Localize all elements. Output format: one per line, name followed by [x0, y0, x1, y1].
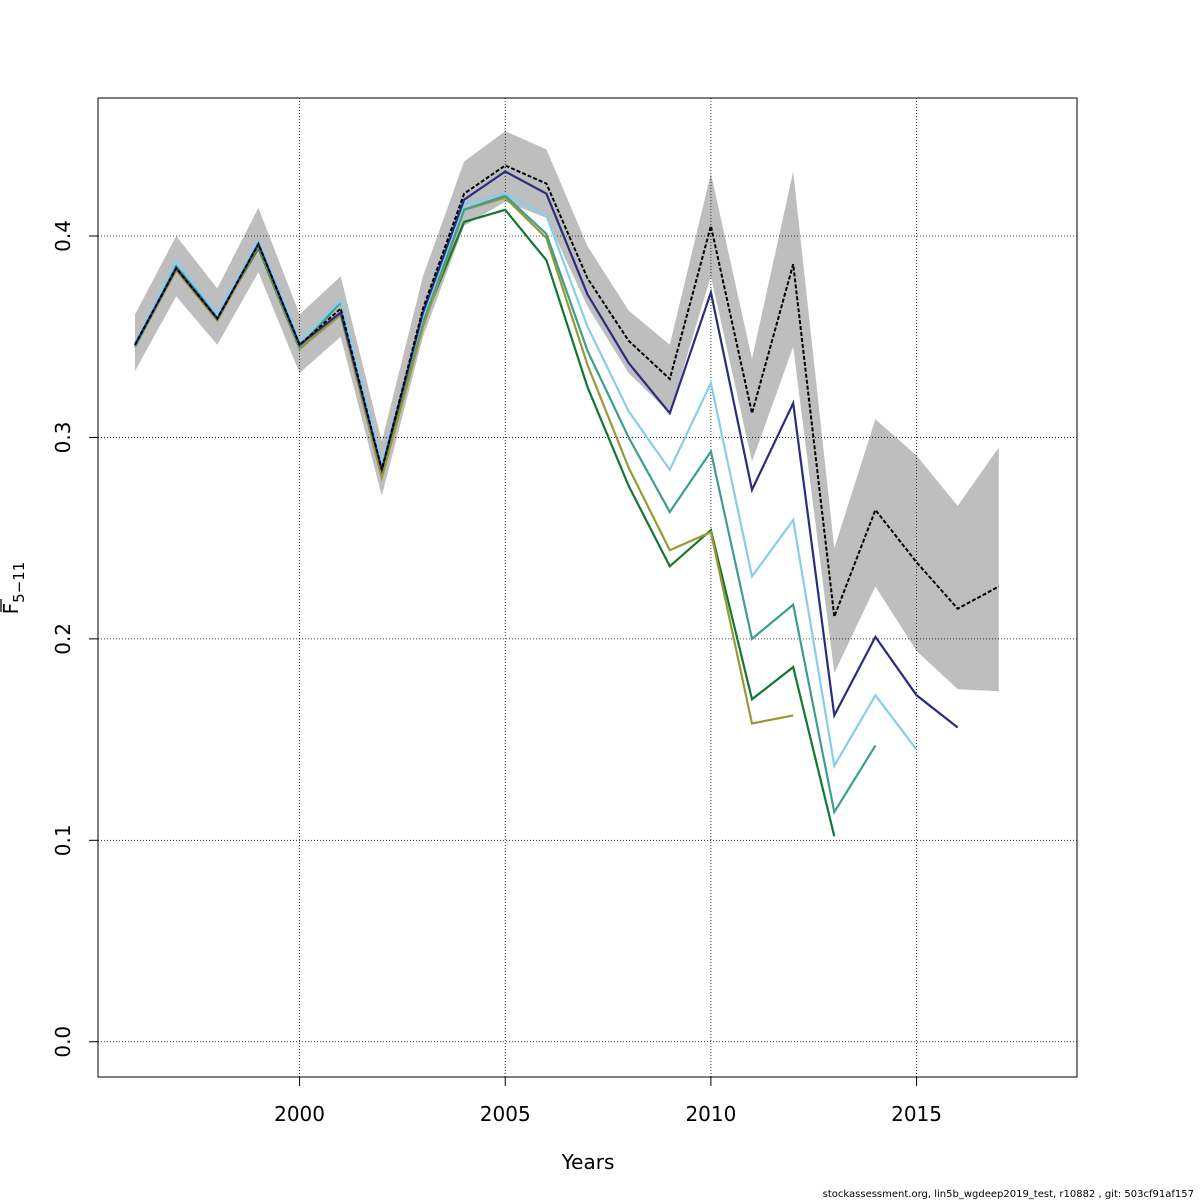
series-line: [134, 164, 1000, 618]
x-axis-title: Years: [561, 1150, 615, 1174]
confidence-band: [135, 131, 999, 692]
y-tick-label: 0.3: [51, 422, 75, 454]
x-tick-label: 2005: [480, 1102, 531, 1126]
x-tick-label: 2010: [685, 1102, 736, 1126]
y-tick-label: 0.4: [51, 220, 75, 252]
footer-text: stockassessment.org, lin5b_wgdeep2019_te…: [823, 1189, 1194, 1200]
y-axis-title-subscript: 5−11: [10, 562, 28, 603]
series-layer: [134, 164, 1000, 837]
svg-text:F5−11: F5−11: [0, 562, 28, 615]
y-axis-title: F5−11: [0, 562, 28, 615]
y-tick-label: 0.0: [51, 1026, 75, 1058]
confidence-band-layer: [135, 131, 999, 692]
x-tick-label: 2000: [274, 1102, 325, 1126]
plot-frame: [97, 97, 1078, 1078]
grid-layer: [98, 98, 1077, 1077]
y-tick-label: 0.2: [51, 623, 75, 655]
x-tick-label: 2015: [891, 1102, 942, 1126]
y-tick-label: 0.1: [51, 824, 75, 856]
axis-layer: 2000 2005 2010 2015 0.0 0.1 0.2 0.3 0.4: [51, 220, 942, 1126]
y-axis-title-main: F: [0, 603, 23, 615]
series-line: [134, 192, 918, 769]
